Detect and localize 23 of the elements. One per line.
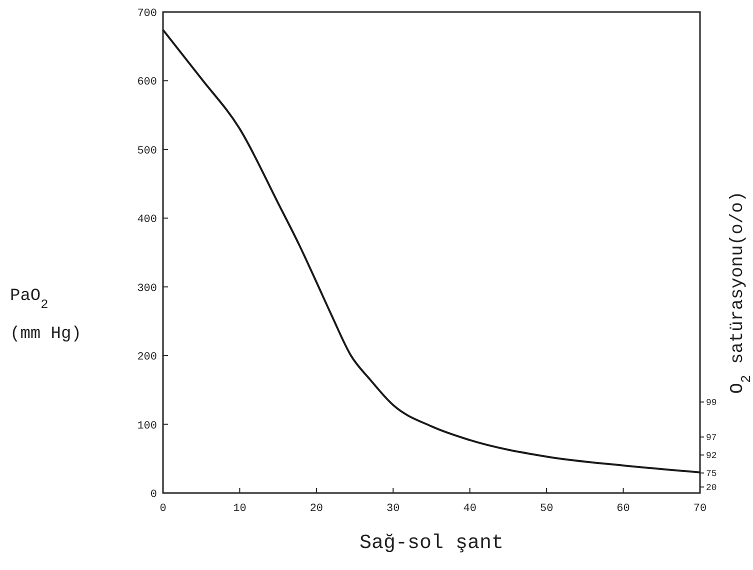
x-tick-label: 10	[233, 503, 246, 515]
y-tick-label: 300	[137, 282, 157, 295]
y-tick-label: 100	[137, 420, 157, 432]
x-tick-label: 50	[540, 503, 554, 515]
x-tick-label: 40	[463, 503, 476, 515]
text: 20	[706, 483, 717, 493]
x-tick-label: 20	[310, 503, 324, 515]
y-tick-label: 700	[137, 8, 157, 20]
text: 92	[706, 451, 717, 461]
x-tick-label: 0	[160, 503, 166, 515]
text: 97	[706, 433, 717, 443]
y-tick-label: 200	[137, 352, 157, 364]
y-tick-label: 600	[137, 76, 157, 89]
x-tick-label: 70	[693, 503, 707, 515]
x-tick-label: 60	[616, 503, 630, 515]
text: 75	[706, 469, 717, 479]
y-axis-title: PaO$_{2}$ (mm Hg)	[10, 287, 82, 344]
y-tick-label: 0	[150, 489, 157, 501]
y-tick-label: 500	[137, 145, 157, 158]
y-tick-label: 400	[137, 214, 157, 226]
x-axis-title: Sağ-sol şant	[359, 532, 504, 555]
x-tick-label: 30	[386, 503, 400, 515]
text: 99	[706, 398, 717, 408]
